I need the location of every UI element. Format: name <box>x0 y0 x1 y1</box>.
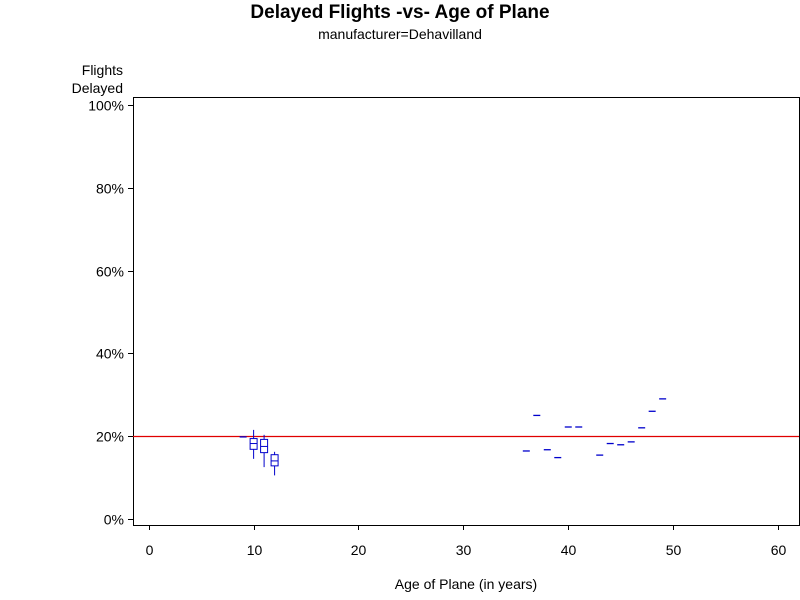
box-body <box>270 454 279 467</box>
x-tick-label: 50 <box>666 542 682 558</box>
box-10 <box>249 429 258 459</box>
plot-frame <box>133 97 800 526</box>
chart-subtitle: manufacturer=Dehavilland <box>318 26 482 42</box>
chart-title: Delayed Flights -vs- Age of Plane <box>250 2 550 23</box>
x-axis-label: Age of Plane (in years) <box>394 576 538 592</box>
y-tick-label: 100% <box>88 98 124 114</box>
y-tick-label: 80% <box>96 181 124 197</box>
box-12 <box>270 451 279 476</box>
y-axis-label: Flights Delayed <box>72 61 123 97</box>
x-tick-label: 0 <box>146 542 154 558</box>
x-tick-label: 40 <box>561 542 577 558</box>
x-tick-label: 10 <box>247 542 263 558</box>
y-axis-label-line-1: Flights <box>81 62 123 78</box>
y-axis-label-line-2: Delayed <box>71 80 123 96</box>
x-tick-label: 60 <box>771 542 787 558</box>
y-tick-label: 0% <box>104 512 124 528</box>
y-tick-label: 60% <box>96 264 124 280</box>
y-tick-label: 20% <box>96 429 124 445</box>
x-axis: 0 10 20 30 40 50 60 <box>146 525 787 558</box>
y-axis: 0% 20% 40% 60% 80% 100% <box>88 98 133 528</box>
box-series <box>239 398 667 476</box>
y-tick-label: 40% <box>96 346 124 362</box>
x-tick-label: 20 <box>351 542 367 558</box>
box-11 <box>260 434 269 468</box>
x-tick-label: 30 <box>456 542 472 558</box>
